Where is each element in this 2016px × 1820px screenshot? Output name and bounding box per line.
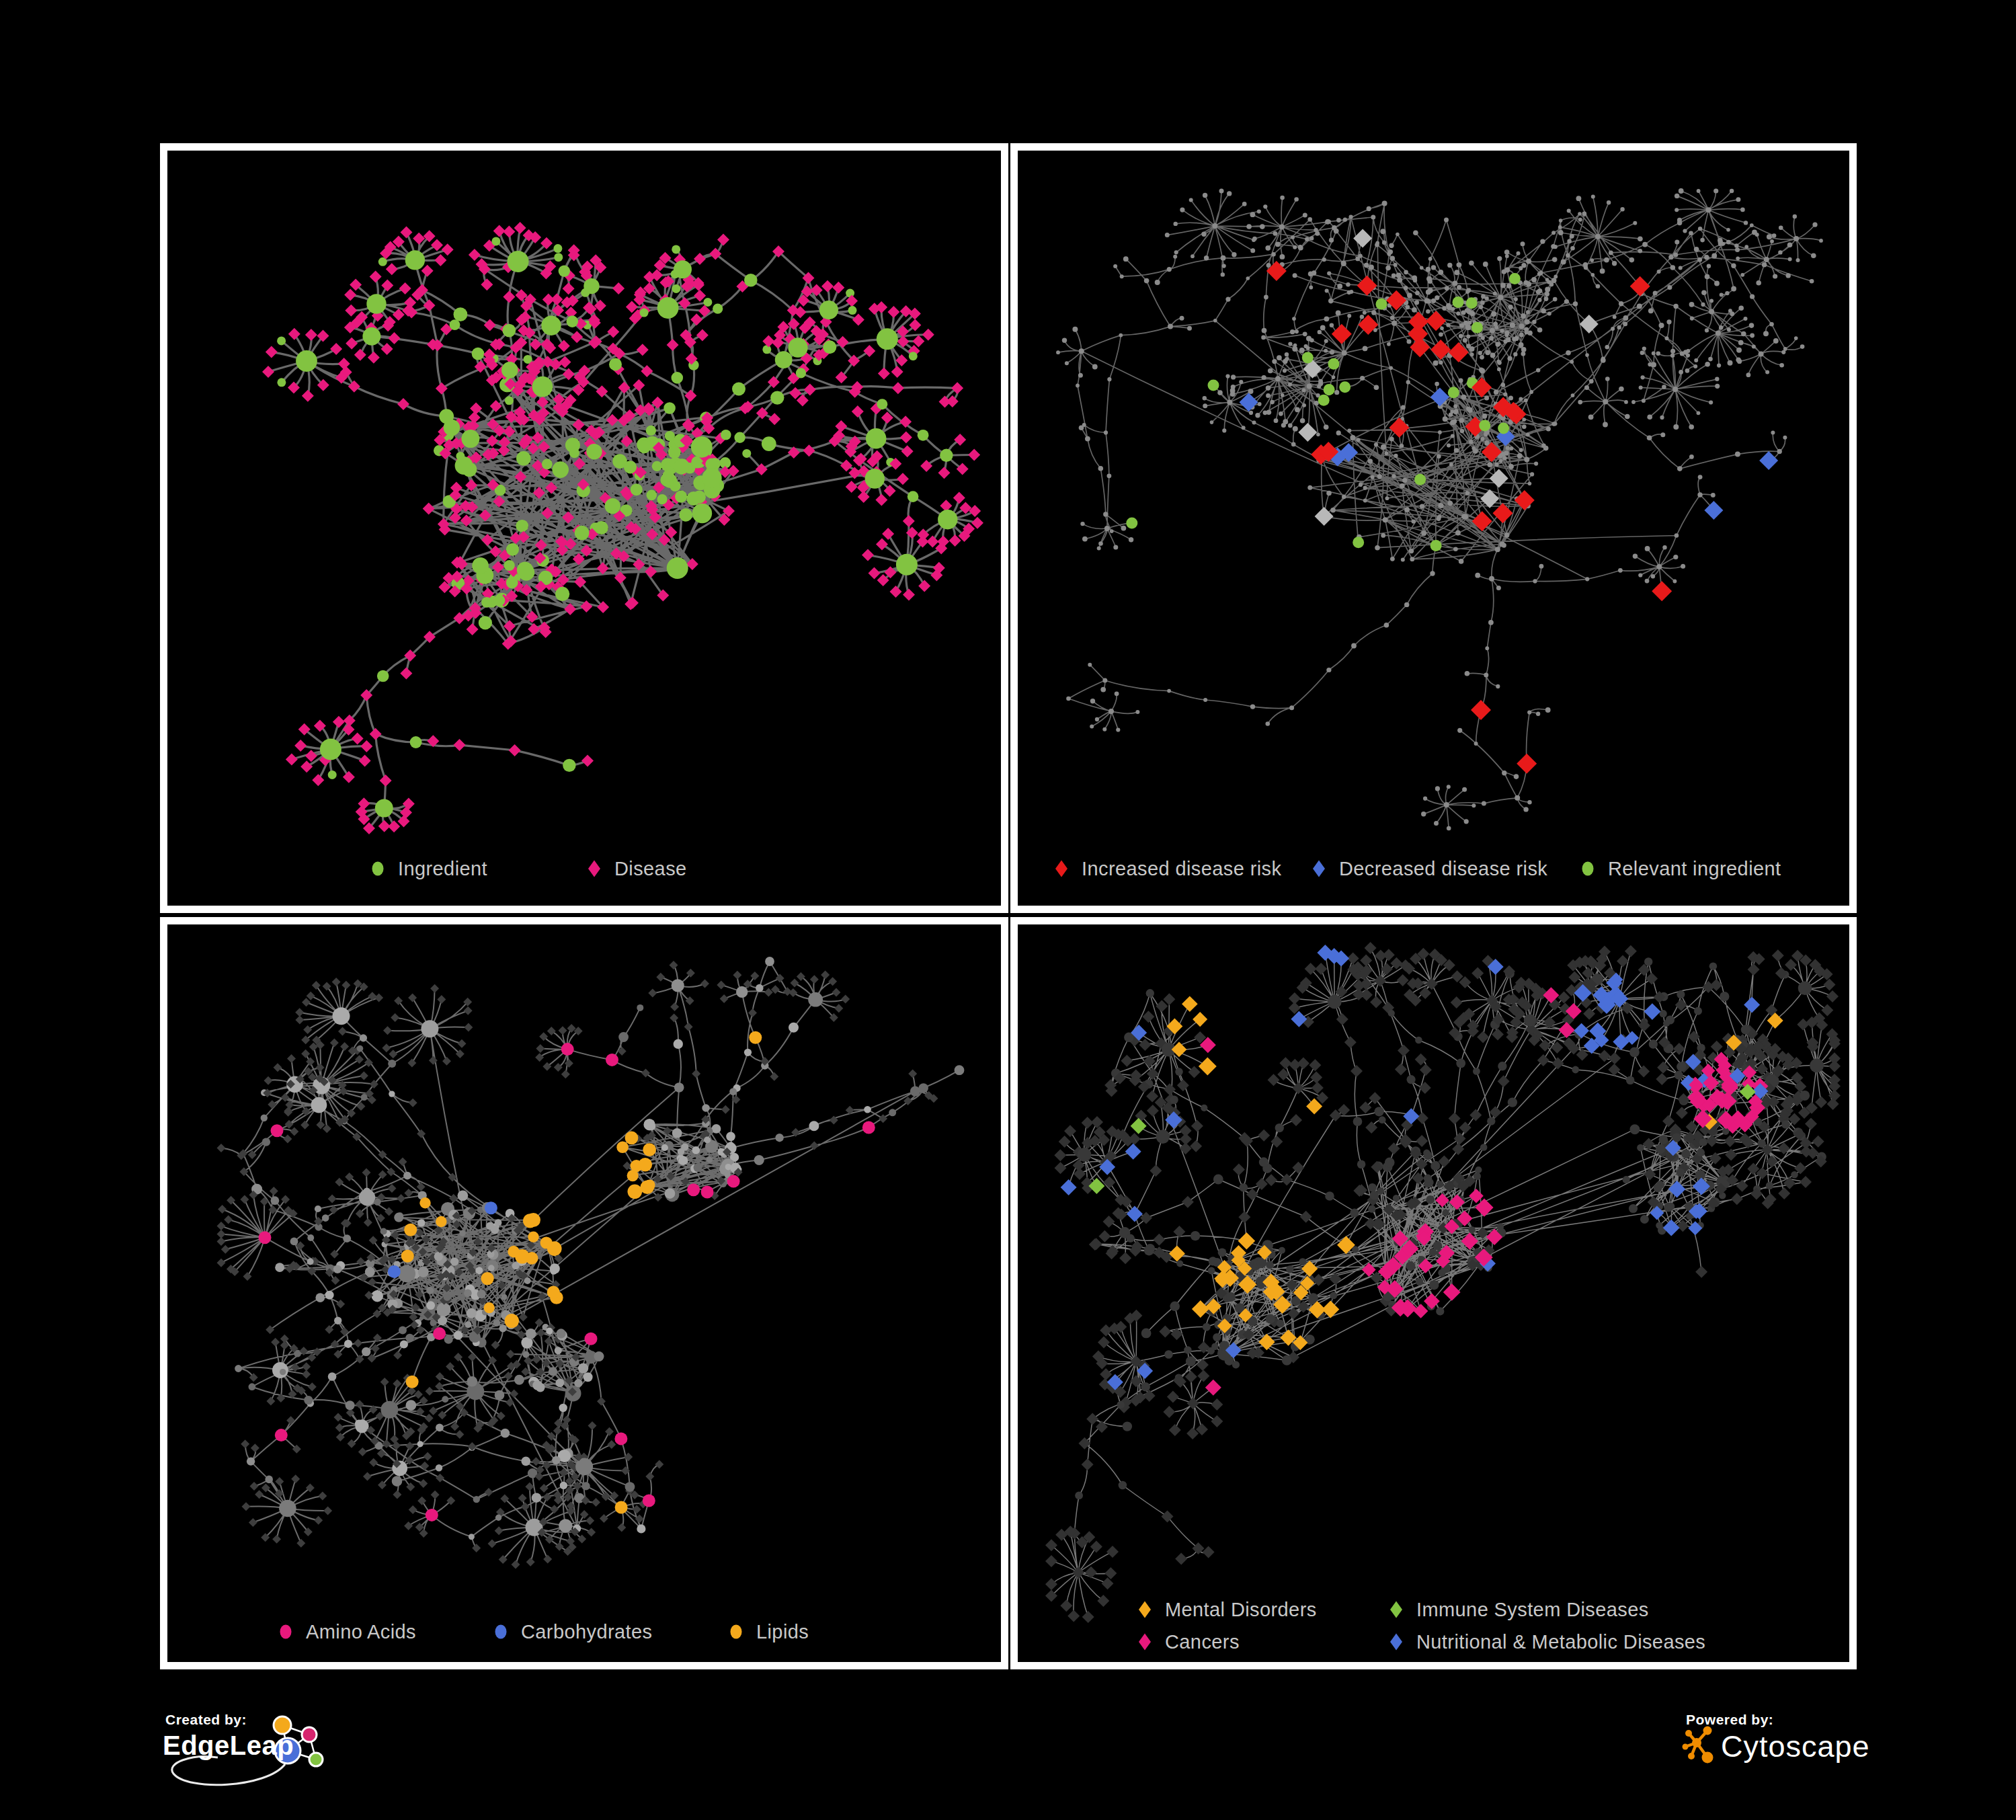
network-graph-ingredient-classes xyxy=(167,924,1001,1662)
edgeleap-brand: EdgeLeap xyxy=(163,1731,294,1761)
network-graph-ingredient-disease xyxy=(167,151,1001,906)
network-graph-disease-risk xyxy=(1018,151,1849,906)
panel-ingredient-disease: IngredientDisease xyxy=(160,143,1008,913)
network-poster: { "footer": { "created_by_label": "Creat… xyxy=(0,0,2016,1820)
cytoscape-brand: Cytoscape xyxy=(1721,1729,1870,1764)
cytoscape-logo-icon xyxy=(1681,1725,1717,1767)
panel-ingredient-classes: Amino AcidsCarbohydratesLipids xyxy=(160,917,1008,1669)
network-graph-disease-classes xyxy=(1018,924,1849,1662)
panel-disease-classes: Mental DisordersImmune System DiseasesCa… xyxy=(1010,917,1857,1669)
panel-disease-risk: Increased disease riskDecreased disease … xyxy=(1010,143,1857,913)
